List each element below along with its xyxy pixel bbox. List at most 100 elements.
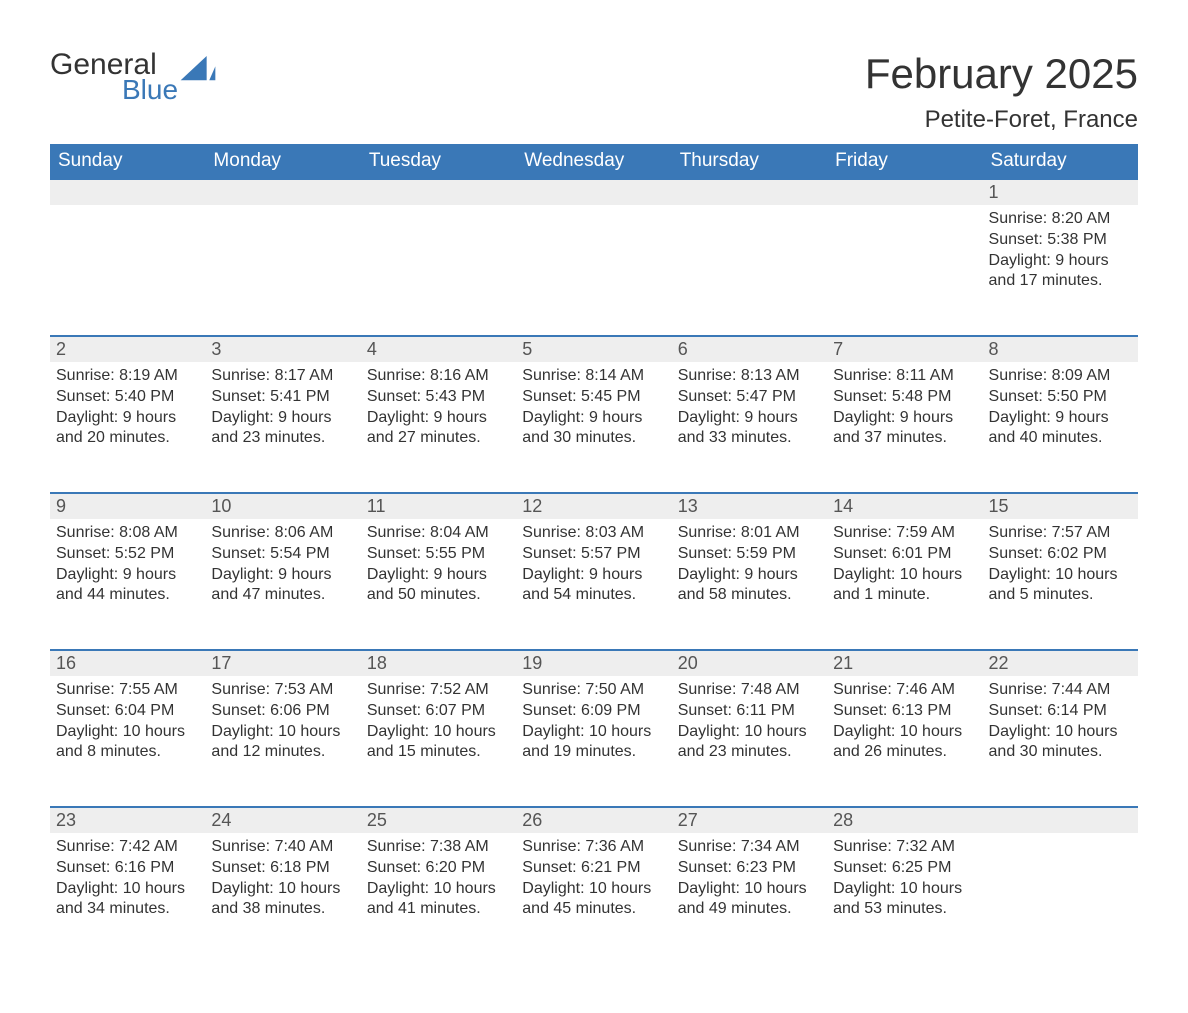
day-cell-bar <box>361 178 516 205</box>
day-content: Sunrise: 8:01 AMSunset: 5:59 PMDaylight:… <box>672 519 827 614</box>
day-cell-bar: 18 <box>361 649 516 676</box>
day-sunrise: Sunrise: 8:17 AM <box>211 366 354 387</box>
day-content: Sunrise: 8:09 AMSunset: 5:50 PMDaylight:… <box>983 362 1138 457</box>
day-sunrise: Sunrise: 7:57 AM <box>989 523 1132 544</box>
title-block: February 2025 Petite-Foret, France <box>865 50 1138 134</box>
day-cell: Sunrise: 8:13 AMSunset: 5:47 PMDaylight:… <box>672 362 827 492</box>
day-content: Sunrise: 7:55 AMSunset: 6:04 PMDaylight:… <box>50 676 205 771</box>
day-number-bar: 17 <box>205 649 360 676</box>
day-daylight2: and 49 minutes. <box>678 899 821 920</box>
day-sunset: Sunset: 5:45 PM <box>522 387 665 408</box>
day-content: Sunrise: 7:42 AMSunset: 6:16 PMDaylight:… <box>50 833 205 928</box>
day-number-bar: 19 <box>516 649 671 676</box>
day-daylight2: and 5 minutes. <box>989 585 1132 606</box>
day-sunset: Sunset: 5:57 PM <box>522 544 665 565</box>
day-daylight2: and 19 minutes. <box>522 742 665 763</box>
day-cell-bar <box>50 178 205 205</box>
day-sunset: Sunset: 6:21 PM <box>522 858 665 879</box>
day-cell: Sunrise: 7:36 AMSunset: 6:21 PMDaylight:… <box>516 833 671 963</box>
day-number-bar: 27 <box>672 806 827 833</box>
day-sunset: Sunset: 6:13 PM <box>833 701 976 722</box>
day-cell-bar <box>205 178 360 205</box>
day-daylight1: Daylight: 9 hours <box>367 408 510 429</box>
day-number-bar: 13 <box>672 492 827 519</box>
day-sunset: Sunset: 5:54 PM <box>211 544 354 565</box>
day-daylight2: and 58 minutes. <box>678 585 821 606</box>
day-content: Sunrise: 7:46 AMSunset: 6:13 PMDaylight:… <box>827 676 982 771</box>
day-cell-bar: 10 <box>205 492 360 519</box>
day-daylight2: and 54 minutes. <box>522 585 665 606</box>
day-content: Sunrise: 7:59 AMSunset: 6:01 PMDaylight:… <box>827 519 982 614</box>
day-sunset: Sunset: 6:20 PM <box>367 858 510 879</box>
day-daylight1: Daylight: 10 hours <box>522 879 665 900</box>
day-sunrise: Sunrise: 8:16 AM <box>367 366 510 387</box>
week-content-row: Sunrise: 8:19 AMSunset: 5:40 PMDaylight:… <box>50 362 1138 492</box>
day-content: Sunrise: 8:11 AMSunset: 5:48 PMDaylight:… <box>827 362 982 457</box>
day-sunset: Sunset: 6:23 PM <box>678 858 821 879</box>
day-sunset: Sunset: 5:41 PM <box>211 387 354 408</box>
day-cell-bar <box>827 178 982 205</box>
day-sunrise: Sunrise: 8:06 AM <box>211 523 354 544</box>
sail-icon <box>180 56 216 82</box>
day-number-bar: 2 <box>50 335 205 362</box>
day-cell-bar: 11 <box>361 492 516 519</box>
day-daylight2: and 8 minutes. <box>56 742 199 763</box>
day-sunrise: Sunrise: 8:20 AM <box>989 209 1132 230</box>
day-content: Sunrise: 7:52 AMSunset: 6:07 PMDaylight:… <box>361 676 516 771</box>
day-number-bar <box>516 178 671 205</box>
day-number-bar <box>983 806 1138 833</box>
week-content-row: Sunrise: 7:55 AMSunset: 6:04 PMDaylight:… <box>50 676 1138 806</box>
day-cell-bar: 22 <box>983 649 1138 676</box>
day-cell-bar: 2 <box>50 335 205 362</box>
calendar-page: General Blue February 2025 Petite-Foret,… <box>0 0 1188 1013</box>
day-content <box>672 205 827 217</box>
day-cell-bar <box>983 806 1138 833</box>
day-cell <box>361 205 516 335</box>
week-daynum-row: 1 <box>50 178 1138 205</box>
day-cell: Sunrise: 8:03 AMSunset: 5:57 PMDaylight:… <box>516 519 671 649</box>
day-cell: Sunrise: 8:11 AMSunset: 5:48 PMDaylight:… <box>827 362 982 492</box>
day-sunset: Sunset: 6:06 PM <box>211 701 354 722</box>
day-content: Sunrise: 7:44 AMSunset: 6:14 PMDaylight:… <box>983 676 1138 771</box>
day-content: Sunrise: 7:36 AMSunset: 6:21 PMDaylight:… <box>516 833 671 928</box>
day-cell <box>50 205 205 335</box>
day-number-bar: 8 <box>983 335 1138 362</box>
day-cell-bar: 23 <box>50 806 205 833</box>
day-content: Sunrise: 7:40 AMSunset: 6:18 PMDaylight:… <box>205 833 360 928</box>
dayheader-thursday: Thursday <box>672 144 827 178</box>
day-content <box>205 205 360 217</box>
day-content <box>361 205 516 217</box>
day-content: Sunrise: 8:04 AMSunset: 5:55 PMDaylight:… <box>361 519 516 614</box>
calendar-table: Sunday Monday Tuesday Wednesday Thursday… <box>50 144 1138 963</box>
month-year-title: February 2025 <box>865 50 1138 98</box>
day-content: Sunrise: 8:16 AMSunset: 5:43 PMDaylight:… <box>361 362 516 457</box>
day-number-bar: 26 <box>516 806 671 833</box>
day-number-bar <box>361 178 516 205</box>
day-cell: Sunrise: 8:19 AMSunset: 5:40 PMDaylight:… <box>50 362 205 492</box>
week-content-row: Sunrise: 8:08 AMSunset: 5:52 PMDaylight:… <box>50 519 1138 649</box>
day-number-bar: 25 <box>361 806 516 833</box>
week-daynum-row: 9101112131415 <box>50 492 1138 519</box>
day-daylight1: Daylight: 9 hours <box>522 565 665 586</box>
day-number-bar: 20 <box>672 649 827 676</box>
day-sunrise: Sunrise: 7:52 AM <box>367 680 510 701</box>
day-number-bar: 3 <box>205 335 360 362</box>
day-cell <box>516 205 671 335</box>
day-cell-bar: 16 <box>50 649 205 676</box>
day-daylight2: and 26 minutes. <box>833 742 976 763</box>
day-content: Sunrise: 7:48 AMSunset: 6:11 PMDaylight:… <box>672 676 827 771</box>
day-daylight2: and 47 minutes. <box>211 585 354 606</box>
day-content: Sunrise: 7:57 AMSunset: 6:02 PMDaylight:… <box>983 519 1138 614</box>
day-content: Sunrise: 8:13 AMSunset: 5:47 PMDaylight:… <box>672 362 827 457</box>
day-sunset: Sunset: 5:47 PM <box>678 387 821 408</box>
day-cell-bar: 27 <box>672 806 827 833</box>
dayheader-friday: Friday <box>827 144 982 178</box>
calendar-header-row: Sunday Monday Tuesday Wednesday Thursday… <box>50 144 1138 178</box>
day-daylight1: Daylight: 9 hours <box>211 408 354 429</box>
dayheader-wednesday: Wednesday <box>516 144 671 178</box>
day-daylight2: and 27 minutes. <box>367 428 510 449</box>
day-cell-bar: 6 <box>672 335 827 362</box>
location-subtitle: Petite-Foret, France <box>865 106 1138 134</box>
day-cell-bar <box>672 178 827 205</box>
day-number-bar: 15 <box>983 492 1138 519</box>
